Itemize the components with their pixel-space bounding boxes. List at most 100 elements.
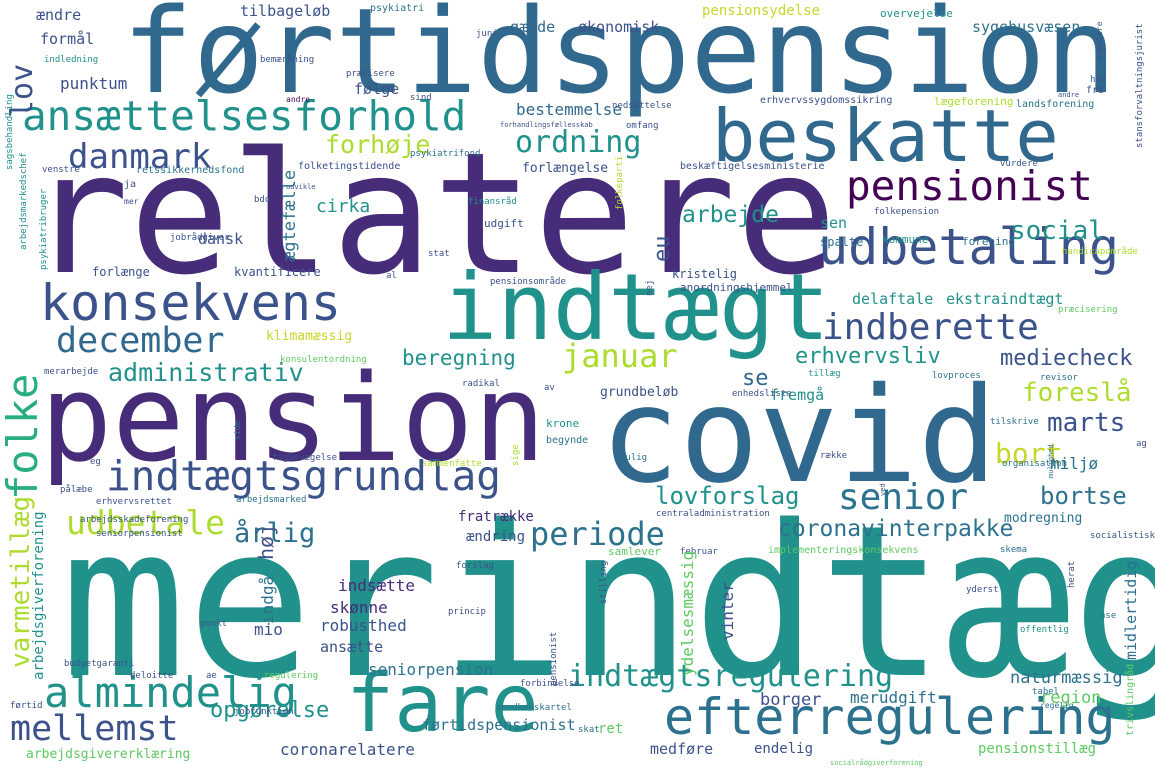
word-indberette: indberette bbox=[822, 307, 1039, 348]
word-lovproces: lovproces bbox=[932, 371, 981, 381]
word-konsekvens: konsekvens bbox=[40, 274, 342, 332]
word-venstre: venstre bbox=[42, 165, 80, 175]
word-delaftale: delaftale bbox=[852, 290, 934, 308]
word-arbejdsskadeforening: arbejdsskadeforening bbox=[80, 515, 189, 525]
word-centraladministration: centraladministration bbox=[656, 509, 770, 519]
word-dansk: dansk bbox=[198, 230, 244, 248]
word-fare: fare bbox=[346, 657, 539, 750]
word-beskæftigelsesministerie: beskæftigelsesministerie bbox=[680, 161, 825, 172]
word-tilbageløb: tilbageløb bbox=[240, 2, 331, 20]
word-udvikle: udvikle bbox=[286, 183, 316, 191]
word-almindelig: almindelig bbox=[44, 668, 297, 717]
word-robusthed: robusthed bbox=[320, 616, 407, 635]
word-periode: periode bbox=[530, 515, 665, 553]
word-førtid: førtid bbox=[10, 701, 43, 711]
word-krone: krone bbox=[546, 417, 580, 430]
word-landsforening: landsforening bbox=[1016, 99, 1095, 110]
word-midlertidig: midlertidig bbox=[1122, 560, 1140, 660]
word-region: region bbox=[1040, 688, 1102, 708]
word-udbetale: udbetale bbox=[66, 503, 225, 542]
word-bdo: bdo bbox=[254, 195, 271, 205]
word-forhøje: forhøje bbox=[325, 130, 431, 159]
word-socialrådgiverforening: socialrådgiverforening bbox=[830, 759, 923, 767]
word-lægeforening: lægeforening bbox=[934, 95, 1014, 108]
word-pålæbe: pålæbe bbox=[60, 485, 93, 495]
word-erhvervssygdomssikring: erhvervssygdomssikring bbox=[760, 95, 893, 106]
word-merudgift: merudgift bbox=[850, 688, 937, 707]
word-erhvervsrettet: erhvervsrettet bbox=[96, 497, 172, 507]
word-bortse: bortse bbox=[1040, 482, 1127, 510]
word-ansætte: ansætte bbox=[320, 638, 384, 656]
word-nedsættelse: nedsættelse bbox=[612, 101, 672, 111]
word-seniorpension: seniorpension bbox=[368, 660, 494, 679]
word-begynde: begynde bbox=[546, 435, 589, 446]
word-administrativ: administrativ bbox=[108, 358, 304, 387]
word-fagbevægelse: fagbevægelse bbox=[272, 453, 338, 463]
word-fremgå: fremgå bbox=[770, 386, 825, 404]
word-merindtægt: merindtægt bbox=[60, 480, 1155, 725]
word-sygehusvæsen: sygehusvæsen bbox=[972, 18, 1081, 36]
word-forlængelse: forlængelse bbox=[522, 161, 609, 176]
word-mulig: mulig bbox=[620, 453, 648, 463]
word-covid: covid bbox=[600, 359, 998, 513]
word-medføre: medføre bbox=[650, 740, 714, 758]
word-efterregulering: efterregulering bbox=[664, 688, 1116, 746]
word-bort: bort bbox=[995, 437, 1063, 470]
word-forlænge: forlænge bbox=[92, 265, 150, 279]
word-jobrådgiver: jobrådgiver bbox=[170, 233, 230, 243]
word-fri: fri bbox=[1086, 85, 1105, 96]
word-regulering: regulering bbox=[264, 671, 319, 681]
word-socialistisk: socialistisk bbox=[1090, 531, 1155, 541]
word-høj: høj bbox=[254, 523, 278, 560]
word-vinter: vinter bbox=[718, 582, 737, 640]
word-mellemst: mellemst bbox=[10, 709, 179, 749]
word-coronavinterpakke: coronavinterpakke bbox=[778, 516, 1014, 542]
word-kvantificere: kvantificere bbox=[234, 265, 321, 279]
word-senior: senior bbox=[838, 477, 969, 518]
word-andre: andre bbox=[286, 95, 311, 104]
word-ydelsesmæssig: ydelsesmæssig bbox=[678, 550, 697, 676]
word-cirka: cirka bbox=[316, 196, 371, 217]
word-herat: herat bbox=[1067, 560, 1077, 588]
word-folkepension: folkepension bbox=[874, 207, 940, 217]
word-implementeringskonsekvens: implementeringskonsekvens bbox=[768, 545, 919, 556]
word-lovforslag: lovforslag bbox=[655, 482, 800, 510]
word-vurdere: vurdere bbox=[1000, 159, 1038, 169]
word-sagsbehandling: sagsbehandling bbox=[5, 94, 15, 170]
word-eg: eg bbox=[90, 457, 101, 467]
word-ase: ase bbox=[1100, 611, 1117, 621]
word-supplere: supplere bbox=[1095, 21, 1104, 60]
word-offentlig: offentlig bbox=[1020, 625, 1069, 635]
word-skønne: skønne bbox=[330, 598, 388, 617]
word-udbetaling: udbetaling bbox=[818, 218, 1120, 276]
word-bemærkning: bemærkning bbox=[260, 55, 315, 65]
word-præcisering: præcisering bbox=[1058, 305, 1118, 315]
word-her: her bbox=[1090, 75, 1107, 85]
word-bestemmelse: bestemmelse bbox=[516, 100, 622, 119]
word-erhvervsliv: erhvervsliv bbox=[795, 344, 941, 369]
word-foreslå: foreslå bbox=[1022, 378, 1132, 408]
word-ægtefælle: ægtefælle bbox=[280, 169, 300, 262]
word-tabel: tabel bbox=[1032, 687, 1060, 697]
word-juni: juni bbox=[476, 29, 498, 39]
word-radikal: radikal bbox=[462, 379, 500, 389]
word-forhandlingsfællesskab: forhandlingsfællesskab bbox=[500, 121, 593, 129]
word-merarbejde: merarbejde bbox=[44, 367, 99, 377]
word-punktum: punktum bbox=[60, 74, 128, 93]
word-opgørelse: opgørelse bbox=[210, 698, 330, 723]
word-indsætte: indsætte bbox=[338, 576, 416, 595]
word-førtidspensionist: førtidspensionist bbox=[422, 716, 576, 734]
word-pensionist: pensionist bbox=[846, 162, 1093, 210]
word-danmark: danmark bbox=[68, 137, 212, 177]
word-mer: mer bbox=[124, 197, 139, 206]
word-folkeparti: folkeparti bbox=[615, 155, 625, 210]
word-social: social bbox=[1010, 216, 1104, 246]
word-opkobning: side bbox=[233, 420, 242, 440]
word-skat: skat bbox=[578, 725, 600, 735]
word-marts: marts bbox=[1047, 408, 1126, 438]
word-folke: folke bbox=[0, 373, 47, 500]
word-modregning: modregning bbox=[1004, 511, 1083, 526]
word-finansråd: finansråd bbox=[468, 197, 517, 207]
word-forbindelse: forbindelse bbox=[520, 679, 580, 689]
